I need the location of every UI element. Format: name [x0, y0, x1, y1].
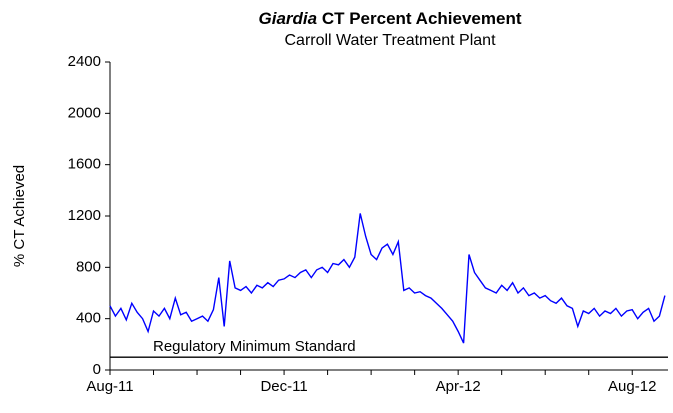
y-tick-label: 0 [93, 361, 101, 378]
chart-title-italic: Giardia [259, 9, 318, 28]
y-tick-label: 400 [76, 310, 101, 327]
data-line [109, 213, 666, 344]
x-tick-label: Aug-12 [608, 378, 656, 395]
y-tick-label: 2000 [68, 104, 101, 121]
chart-title: Giardia CT Percent Achievement [259, 9, 522, 28]
x-tick-label: Aug-11 [86, 378, 133, 395]
x-tick-label: Dec-11 [260, 378, 307, 395]
reference-label: Regulatory Minimum Standard [153, 338, 356, 355]
y-tick-label: 800 [76, 258, 101, 275]
x-tick-label: Apr-12 [436, 378, 481, 395]
y-tick-label: 1600 [68, 156, 101, 173]
y-axis-label: % CT Achieved [11, 165, 28, 267]
chart-title-rest: CT Percent Achievement [322, 9, 522, 28]
chart-subtitle: Carroll Water Treatment Plant [284, 32, 496, 49]
y-tick-label: 1200 [68, 207, 101, 224]
y-tick-label: 2400 [68, 53, 101, 70]
